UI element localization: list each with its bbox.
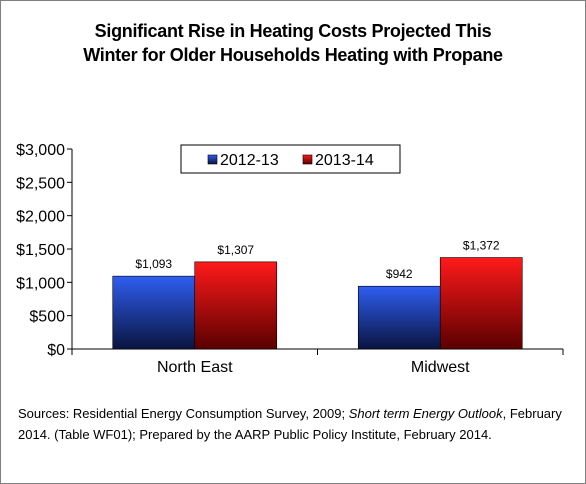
bar (112, 275, 196, 350)
chart-title-line-1: Significant Rise in Heating Costs Projec… (94, 21, 492, 41)
data-label: $1,372 (463, 239, 500, 253)
axes: $0 $500 $1,000 $1,500 $2,000 $2,500 $3,000 Nort… (16, 142, 564, 376)
y-tick-label: $2,500 (16, 175, 65, 192)
legend: 2012-13 2013-14 (180, 144, 401, 174)
bar (439, 257, 523, 350)
source-note: Sources: Residential Energy Consumption … (18, 403, 578, 445)
data-label: $1,093 (135, 257, 172, 271)
x-tick-label: Midwest (411, 359, 470, 376)
legend-label: 2012-13 (220, 152, 279, 169)
legend-swatch (302, 154, 313, 165)
source-prefix: Sources: Residential Energy Consumption … (18, 406, 349, 421)
chart-title-line-2: Winter for Older Households Heating with… (83, 45, 503, 65)
y-tick-label: $3,000 (16, 142, 65, 159)
y-tick-label: $500 (29, 309, 65, 326)
y-tick-label: $2,000 (16, 209, 65, 226)
bar (194, 261, 278, 350)
y-tick-label: $0 (47, 342, 65, 359)
source-suffix: , February 2014. (Table WF01); Prepared … (18, 406, 562, 442)
data-label: $942 (386, 267, 413, 281)
x-tick-label: North East (157, 359, 233, 376)
legend-box (180, 144, 401, 174)
y-tick-label: $1,500 (16, 242, 65, 259)
data-label: $1,307 (217, 243, 254, 257)
legend-swatch (207, 154, 218, 165)
source-italic: Short term Energy Outlook (348, 406, 503, 421)
bar-chart: $0 $500 $1,000 $1,500 $2,000 $2,500 $3,000 Nort… (16, 142, 564, 376)
bar (357, 285, 441, 350)
y-tick-label: $1,000 (16, 275, 65, 292)
legend-label: 2013-14 (315, 152, 374, 169)
bars: $1,093 $1,307 $942 $1,372 (112, 239, 523, 350)
